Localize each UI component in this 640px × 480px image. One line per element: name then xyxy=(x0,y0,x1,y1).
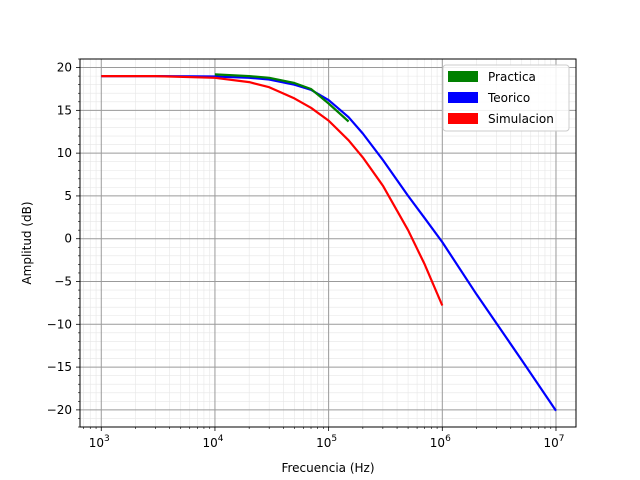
x-tick-label: 103 xyxy=(89,434,110,450)
series-line-simulacion xyxy=(101,74,444,306)
x-tick-label: 106 xyxy=(430,434,451,450)
y-tick-label: −20 xyxy=(47,403,72,417)
y-tick-label: 10 xyxy=(57,146,72,160)
legend-swatch-simulacion xyxy=(448,113,478,124)
x-axis-label: Frecuencia (Hz) xyxy=(281,461,374,475)
legend: Practica Teorico Simulacion xyxy=(442,64,570,132)
series-layer xyxy=(101,73,557,412)
y-tick-label: 5 xyxy=(64,189,72,203)
legend-label-teorico: Teorico xyxy=(487,91,530,105)
x-tick-label: 107 xyxy=(543,434,564,450)
x-tick-label: 105 xyxy=(316,434,337,450)
y-tick-label: 15 xyxy=(57,103,72,117)
y-tick-label: 0 xyxy=(64,232,72,246)
y-tick-label: −15 xyxy=(47,360,72,374)
x-tick-label: 104 xyxy=(202,434,223,450)
legend-swatch-practica xyxy=(448,71,478,82)
major-grid xyxy=(80,59,576,427)
legend-label-simulacion: Simulacion xyxy=(488,112,554,126)
y-tick-label: −5 xyxy=(54,275,72,289)
legend-label-practica: Practica xyxy=(488,70,536,84)
series-line-practica xyxy=(214,73,350,123)
y-axis-label: Amplitud (dB) xyxy=(20,201,34,284)
plot-frame xyxy=(79,58,577,428)
y-tick-label: 20 xyxy=(57,61,72,75)
y-tick-label: −10 xyxy=(47,317,72,331)
legend-swatch-teorico xyxy=(448,92,478,103)
series-line-teorico xyxy=(101,74,557,412)
